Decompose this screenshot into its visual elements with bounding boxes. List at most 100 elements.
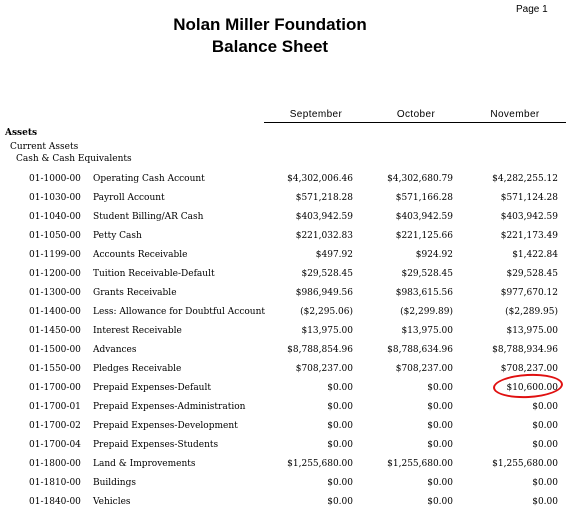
report-organization-title: Nolan Miller Foundation bbox=[173, 15, 367, 34]
amount-november: $1,422.84 bbox=[512, 250, 558, 260]
amount-october: $0.00 bbox=[427, 383, 453, 393]
table-row: 01-1700-00 Prepaid Expenses-Default $0.00 $… bbox=[0, 383, 566, 397]
amount-october: $708,237.00 bbox=[395, 364, 453, 374]
table-row: 01-1200-00 Tuition Receivable-Default $29,… bbox=[0, 269, 566, 283]
amount-september: $4,302,006.46 bbox=[287, 174, 353, 184]
section-cash-equivalents: Cash & Cash Equivalents bbox=[16, 154, 132, 164]
amount-september: $0.00 bbox=[327, 402, 353, 412]
account-description: Land & Improvements bbox=[93, 459, 196, 469]
amount-november: $4,282,255.12 bbox=[492, 174, 558, 184]
column-header-november: November bbox=[463, 109, 566, 123]
amount-october: $403,942.59 bbox=[395, 212, 453, 222]
amount-november: $1,255,680.00 bbox=[492, 459, 558, 469]
table-row: 01-1500-00 Advances $8,788,854.96 $8,788,63… bbox=[0, 345, 566, 359]
amount-october: $221,125.66 bbox=[395, 231, 453, 241]
amount-october: $0.00 bbox=[427, 421, 453, 431]
amount-october: $8,788,634.96 bbox=[387, 345, 453, 355]
account-number: 01-1050-00 bbox=[29, 231, 81, 241]
table-row: 01-1840-00 Vehicles $0.00 $0.00 $0.00 bbox=[0, 497, 566, 511]
table-row: 01-1040-00 Student Billing/AR Cash $403,94… bbox=[0, 212, 566, 226]
account-number: 01-1040-00 bbox=[29, 212, 81, 222]
account-description: Petty Cash bbox=[93, 231, 142, 241]
amount-september: $0.00 bbox=[327, 440, 353, 450]
table-row: 01-1030-00 Payroll Account $571,218.28 $571… bbox=[0, 193, 566, 207]
amount-october: $13,975.00 bbox=[401, 326, 453, 336]
amount-september: $0.00 bbox=[327, 421, 353, 431]
amount-september: $29,528.45 bbox=[301, 269, 353, 279]
section-assets: Assets bbox=[5, 128, 38, 138]
account-number: 01-1500-00 bbox=[29, 345, 81, 355]
amount-september: $403,942.59 bbox=[295, 212, 353, 222]
table-row: 01-1199-00 Accounts Receivable $497.92 $924… bbox=[0, 250, 566, 264]
amount-november: $0.00 bbox=[532, 402, 558, 412]
amount-november: $0.00 bbox=[532, 421, 558, 431]
account-description: Pledges Receivable bbox=[93, 364, 182, 374]
amount-october: $924.92 bbox=[415, 250, 453, 260]
account-number: 01-1700-00 bbox=[29, 383, 81, 393]
amount-september: $0.00 bbox=[327, 383, 353, 393]
account-description: Prepaid Expenses-Development bbox=[93, 421, 238, 431]
amount-october: $0.00 bbox=[427, 478, 453, 488]
page-number: Page 1 bbox=[516, 4, 548, 15]
amount-november: $10,600.00 bbox=[506, 383, 558, 393]
amount-november: $0.00 bbox=[532, 440, 558, 450]
account-description: Less: Allowance for Doubtful Account bbox=[93, 307, 265, 317]
account-description: Vehicles bbox=[93, 497, 131, 507]
table-row: 01-1700-01 Prepaid Expenses-Administratio… bbox=[0, 402, 566, 416]
amount-october: ($2,299.89) bbox=[400, 307, 453, 317]
account-number: 01-1810-00 bbox=[29, 478, 81, 488]
account-number: 01-1450-00 bbox=[29, 326, 81, 336]
amount-september: $0.00 bbox=[327, 478, 353, 488]
account-number: 01-1000-00 bbox=[29, 174, 81, 184]
amount-october: $4,302,680.79 bbox=[387, 174, 453, 184]
amount-september: $1,255,680.00 bbox=[287, 459, 353, 469]
table-row: 01-1700-04 Prepaid Expenses-Students $0.00… bbox=[0, 440, 566, 454]
amount-september: $708,237.00 bbox=[295, 364, 353, 374]
amount-november: $13,975.00 bbox=[506, 326, 558, 336]
amount-september: $986,949.56 bbox=[295, 288, 353, 298]
report-title: Balance Sheet bbox=[211, 37, 329, 56]
amount-november: $977,670.12 bbox=[500, 288, 558, 298]
amount-november: $571,124.28 bbox=[500, 193, 558, 203]
account-number: 01-1700-02 bbox=[29, 421, 81, 431]
amount-october: $0.00 bbox=[427, 440, 453, 450]
account-number: 01-1700-04 bbox=[29, 440, 81, 450]
account-number: 01-1400-00 bbox=[29, 307, 81, 317]
account-number: 01-1700-01 bbox=[29, 402, 81, 412]
account-description: Buildings bbox=[93, 478, 136, 488]
amount-november: ($2,289.95) bbox=[505, 307, 558, 317]
account-description: Prepaid Expenses-Students bbox=[93, 440, 219, 450]
account-number: 01-1200-00 bbox=[29, 269, 81, 279]
amount-september: ($2,295.06) bbox=[300, 307, 353, 317]
column-header-october: October bbox=[364, 109, 468, 123]
amount-october: $571,166.28 bbox=[395, 193, 453, 203]
column-header-september: September bbox=[264, 109, 368, 123]
table-row: 01-1300-00 Grants Receivable $986,949.56 $9… bbox=[0, 288, 566, 302]
account-number: 01-1550-00 bbox=[29, 364, 81, 374]
table-row: 01-1400-00 Less: Allowance for Doubtful A… bbox=[0, 307, 566, 321]
amount-september: $497.92 bbox=[315, 250, 353, 260]
account-description: Grants Receivable bbox=[93, 288, 177, 298]
amount-october: $29,528.45 bbox=[401, 269, 453, 279]
account-description: Operating Cash Account bbox=[93, 174, 205, 184]
amount-september: $8,788,854.96 bbox=[287, 345, 353, 355]
account-description: Tuition Receivable-Default bbox=[93, 269, 215, 279]
account-number: 01-1199-00 bbox=[29, 250, 81, 260]
amount-november: $0.00 bbox=[532, 497, 558, 507]
amount-november: $221,173.49 bbox=[500, 231, 558, 241]
amount-october: $1,255,680.00 bbox=[387, 459, 453, 469]
table-row: 01-1450-00 Interest Receivable $13,975.00 $… bbox=[0, 326, 566, 340]
account-description: Interest Receivable bbox=[93, 326, 182, 336]
amount-october: $0.00 bbox=[427, 402, 453, 412]
account-number: 01-1840-00 bbox=[29, 497, 81, 507]
table-row: 01-1550-00 Pledges Receivable $708,237.00 $… bbox=[0, 364, 566, 378]
amount-september: $13,975.00 bbox=[301, 326, 353, 336]
table-row: 01-1700-02 Prepaid Expenses-Development $0… bbox=[0, 421, 566, 435]
account-number: 01-1800-00 bbox=[29, 459, 81, 469]
amount-november: $0.00 bbox=[532, 478, 558, 488]
amount-october: $0.00 bbox=[427, 497, 453, 507]
account-number: 01-1300-00 bbox=[29, 288, 81, 298]
account-description: Accounts Receivable bbox=[93, 250, 188, 260]
table-row: 01-1050-00 Petty Cash $221,032.83 $221,125.… bbox=[0, 231, 566, 245]
amount-october: $983,615.56 bbox=[395, 288, 453, 298]
